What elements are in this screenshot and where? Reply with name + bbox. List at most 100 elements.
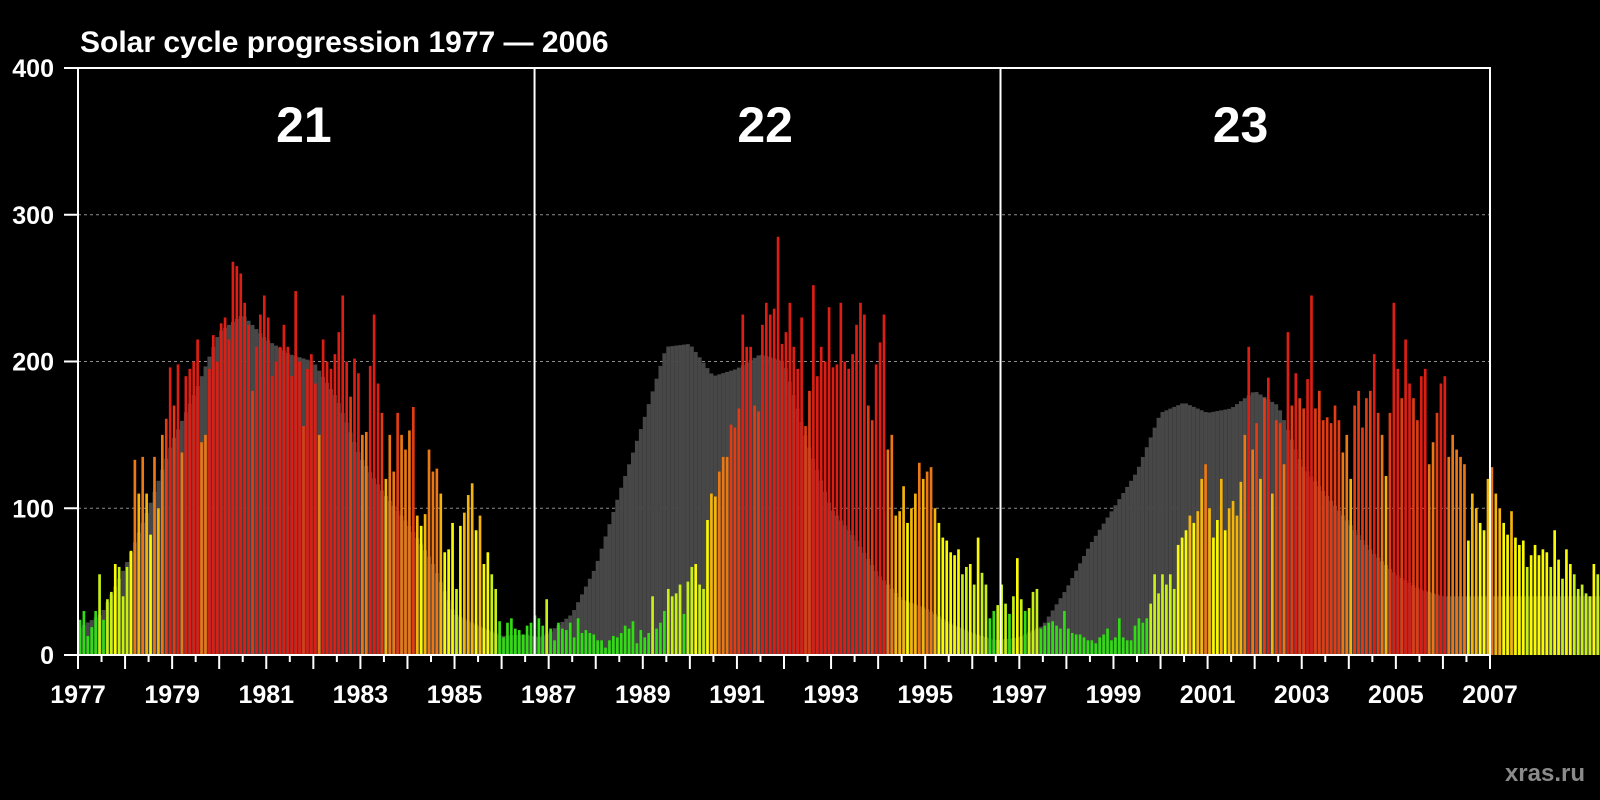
data-bar	[1180, 537, 1184, 655]
smoothed-bar	[1144, 447, 1149, 655]
smoothed-bar	[1117, 499, 1122, 655]
data-bar	[1325, 417, 1329, 655]
data-bar	[1580, 584, 1584, 655]
data-bar	[1478, 522, 1482, 655]
data-bar	[529, 622, 533, 655]
data-bar	[639, 630, 643, 655]
data-bar	[510, 618, 513, 655]
data-bar	[188, 368, 192, 655]
data-bar	[1165, 584, 1168, 655]
data-bar	[1388, 412, 1392, 655]
data-bar	[553, 640, 556, 655]
data-bar	[1463, 464, 1466, 655]
data-bar	[870, 420, 874, 655]
data-bar	[1314, 408, 1317, 655]
data-bar	[1047, 622, 1051, 655]
data-bar	[227, 339, 231, 655]
data-bar	[1498, 508, 1502, 655]
data-bar	[1235, 515, 1239, 655]
data-bar	[827, 307, 831, 655]
smoothed-bar	[587, 578, 592, 655]
data-bar	[1110, 640, 1113, 655]
chart-title: Solar cycle progression 1977 — 2006	[80, 26, 609, 59]
data-bar	[694, 564, 698, 655]
data-bar	[513, 628, 517, 655]
data-bar	[1502, 522, 1506, 655]
data-bar	[647, 632, 650, 655]
data-bar	[1196, 511, 1200, 655]
x-tick-label-2005: 2005	[1368, 681, 1424, 709]
data-bar	[408, 430, 411, 655]
data-bar	[1208, 508, 1211, 655]
data-bar	[278, 346, 282, 655]
data-bar	[714, 496, 717, 655]
data-bar	[302, 426, 305, 655]
data-bar	[910, 508, 913, 655]
data-bar	[247, 324, 250, 655]
data-bar	[98, 574, 101, 655]
data-bar	[1004, 603, 1007, 655]
data-bar	[482, 564, 486, 655]
data-bar	[149, 534, 152, 655]
data-bar	[117, 566, 121, 655]
data-bar	[1494, 493, 1498, 655]
data-bar	[819, 346, 823, 655]
data-bar	[898, 511, 902, 655]
data-bar	[1572, 574, 1576, 655]
data-bar	[192, 361, 196, 655]
data-bar	[1094, 643, 1098, 655]
data-bar	[608, 640, 611, 655]
data-bar	[1000, 584, 1003, 655]
data-bar	[1361, 427, 1364, 655]
data-bar	[761, 324, 764, 655]
smoothed-bar	[1168, 408, 1173, 655]
data-bar	[361, 434, 364, 655]
x-tick-label-1991: 1991	[709, 681, 765, 709]
data-bar	[917, 462, 921, 655]
data-bar	[600, 640, 603, 655]
data-bar	[1404, 339, 1407, 655]
data-bar	[545, 599, 549, 655]
data-bar	[1557, 559, 1560, 655]
data-bar	[847, 368, 851, 655]
data-bar	[1031, 591, 1035, 655]
monthly-bars	[78, 236, 1600, 655]
data-bar	[262, 295, 266, 655]
data-bar	[1219, 478, 1223, 655]
data-bar	[949, 552, 952, 655]
smoothed-bar	[654, 378, 659, 655]
data-bar	[1027, 608, 1031, 655]
data-bar	[486, 552, 490, 655]
data-bar	[1592, 564, 1596, 655]
data-bar	[843, 361, 847, 655]
data-bar	[333, 354, 337, 655]
data-bar	[286, 346, 290, 655]
data-bar	[1251, 449, 1254, 655]
data-bar	[953, 555, 956, 655]
data-bar	[502, 637, 505, 655]
data-bar	[164, 418, 168, 655]
data-bar	[184, 376, 188, 655]
data-bar	[1337, 420, 1341, 655]
data-bar	[1039, 628, 1043, 655]
data-bar	[957, 549, 960, 655]
data-bar	[1023, 610, 1027, 655]
data-bar	[243, 302, 247, 655]
data-bar	[627, 628, 631, 655]
data-bar	[290, 376, 294, 655]
smoothed-bar	[638, 429, 643, 655]
smoothed-bar	[674, 345, 679, 655]
data-bar	[364, 431, 368, 655]
data-bar	[525, 625, 529, 655]
data-bar	[596, 640, 600, 655]
data-bar	[663, 610, 666, 655]
data-bar	[690, 566, 694, 655]
data-bar	[431, 471, 435, 655]
data-bar	[1247, 346, 1251, 655]
data-bar	[623, 625, 627, 655]
data-bar	[972, 584, 976, 655]
data-bar	[325, 361, 329, 655]
smoothed-bar	[689, 346, 694, 655]
data-bar	[1455, 449, 1458, 655]
data-bar	[1565, 549, 1568, 655]
